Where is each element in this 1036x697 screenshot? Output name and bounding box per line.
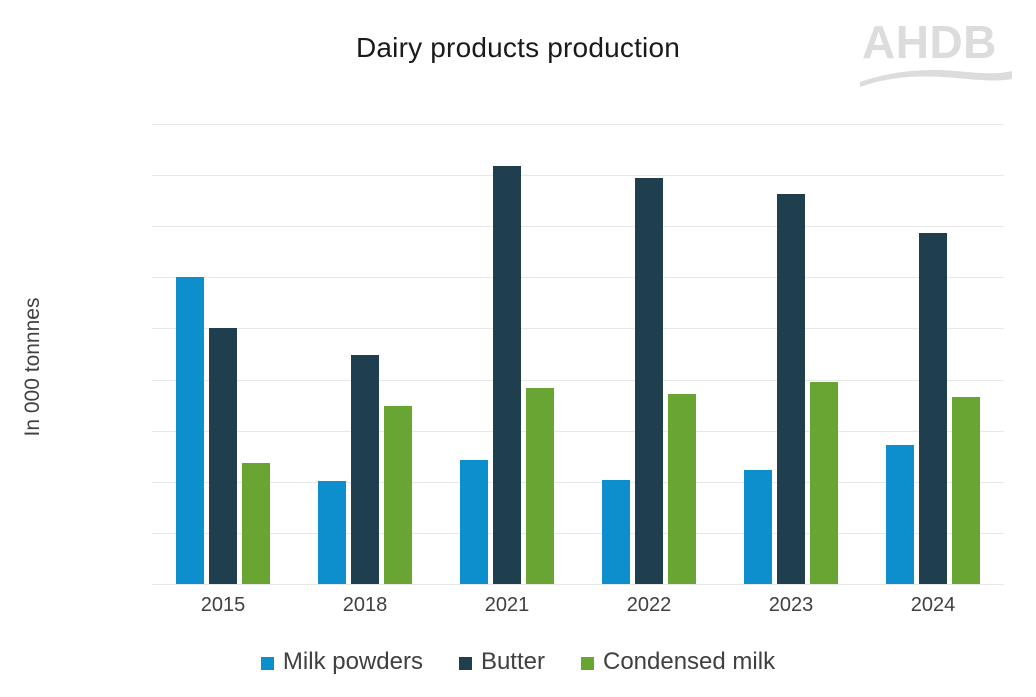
x-axis-tick-label: 2018 <box>342 594 388 616</box>
bar <box>635 177 663 584</box>
bar <box>384 405 412 584</box>
gridline <box>152 584 1004 585</box>
bar <box>777 194 805 584</box>
legend-item[interactable]: Milk powders <box>260 648 423 676</box>
bar <box>176 277 204 584</box>
bar <box>209 328 237 584</box>
legend-swatch-icon <box>580 657 594 670</box>
y-axis-title: In 000 tonnnes <box>21 297 44 437</box>
chart-title: Dairy products production <box>355 32 681 63</box>
legend-swatch-icon <box>260 657 274 670</box>
bar <box>493 166 521 584</box>
bar <box>744 470 772 584</box>
bar <box>318 481 346 584</box>
gridline <box>152 328 1004 330</box>
legend-label: Butter <box>480 648 545 675</box>
gridline <box>152 226 1004 228</box>
bar <box>242 462 270 584</box>
ahdb-logo: AHDB <box>860 16 1012 94</box>
legend-label: Condensed milk <box>602 648 776 675</box>
gridline <box>152 532 1004 534</box>
gridline <box>152 481 1004 483</box>
x-axis-tick-label: 2024 <box>910 594 956 616</box>
logo-wordmark: AHDB <box>862 16 997 68</box>
x-axis-tick-label: 2021 <box>484 594 530 616</box>
x-axis-tick-label: 2015 <box>200 594 246 616</box>
legend-swatch-icon <box>458 657 472 670</box>
x-axis-tick-label: 2023 <box>768 594 814 616</box>
gridline <box>152 277 1004 279</box>
bar <box>460 459 488 584</box>
logo-swoosh-icon <box>860 70 1012 87</box>
gridline <box>152 175 1004 177</box>
gridline <box>152 430 1004 432</box>
legend-label: Milk powders <box>282 648 423 675</box>
bar <box>526 387 554 584</box>
bar <box>351 354 379 584</box>
bar <box>919 232 947 584</box>
plot-area <box>152 124 1004 585</box>
bar <box>602 479 630 584</box>
legend-item[interactable]: Condensed milk <box>580 648 776 676</box>
bar <box>952 396 980 584</box>
bar <box>668 393 696 584</box>
legend-item[interactable]: Butter <box>458 648 545 676</box>
gridline <box>152 379 1004 381</box>
gridline <box>152 124 1004 125</box>
bar <box>886 444 914 584</box>
x-axis-tick-label: 2022 <box>626 594 672 616</box>
chart-legend: Milk powders Butter Condensed milk <box>0 648 1036 676</box>
bar <box>810 382 838 584</box>
